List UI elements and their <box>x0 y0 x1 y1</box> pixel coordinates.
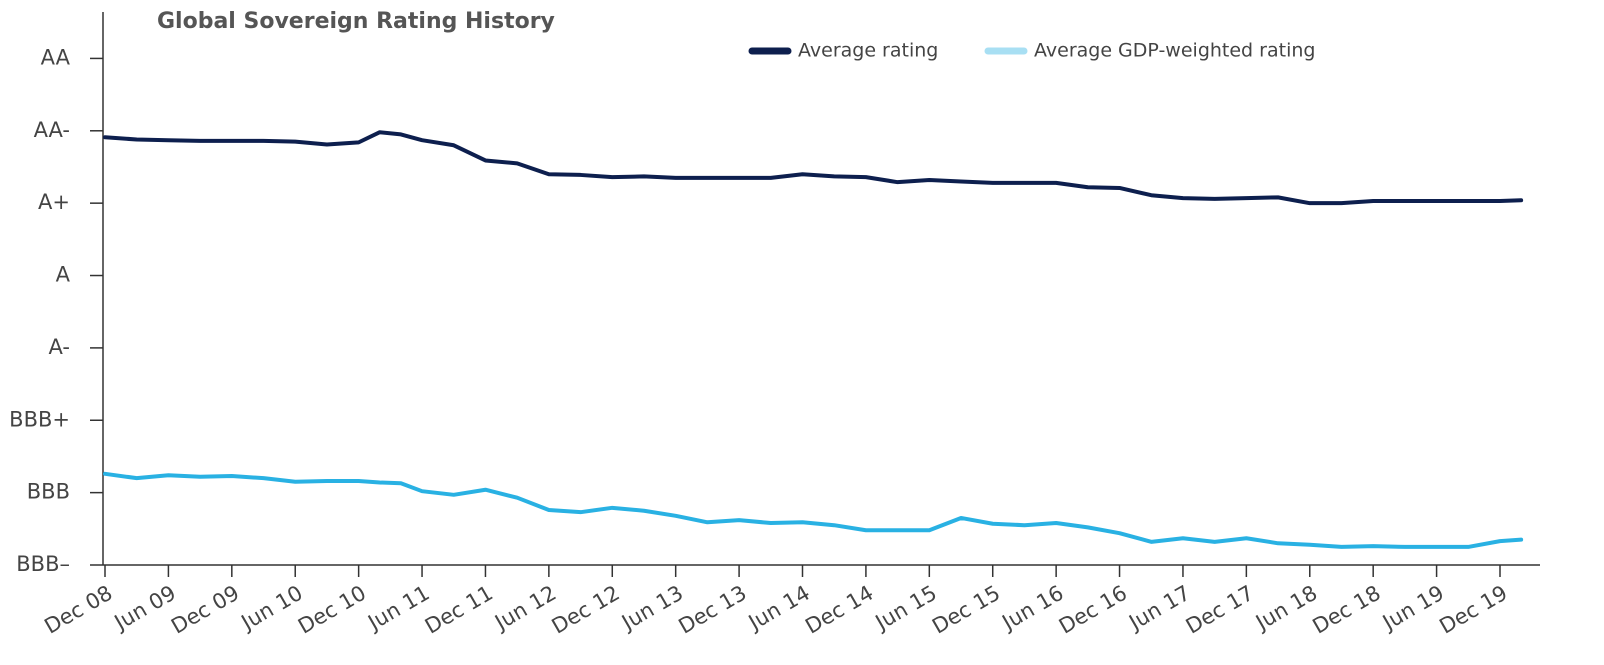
legend-label: Average GDP-weighted rating <box>1034 40 1315 62</box>
line-series <box>103 130 1524 206</box>
y-tick-label: A <box>56 263 71 287</box>
x-tick-label: Dec 13 <box>674 581 750 639</box>
x-tick-label: Dec 15 <box>928 581 1004 639</box>
x-tick-label: Jun 12 <box>489 581 560 636</box>
x-tick-label: Dec 12 <box>548 581 624 639</box>
x-tick-label: Jun 16 <box>997 581 1068 636</box>
x-tick-label: Jun 11 <box>362 581 433 636</box>
y-tick-label: BBB+ <box>9 407 70 431</box>
x-tick-label: Jun 10 <box>236 581 307 636</box>
y-tick-label: BBB– <box>16 552 70 576</box>
x-tick-label: Dec 19 <box>1435 581 1511 639</box>
x-tick-label: Dec 11 <box>421 581 497 639</box>
x-tick-label: Dec 10 <box>294 581 370 639</box>
y-tick-label: A- <box>49 335 70 359</box>
x-tick-label: Jun 13 <box>616 581 687 636</box>
x-tick-label: Dec 16 <box>1055 581 1131 639</box>
x-tick-label: Jun 15 <box>870 581 941 636</box>
x-tick-label: Dec 08 <box>40 581 116 639</box>
x-tick-label: Jun 17 <box>1123 581 1194 636</box>
x-tick-label: Dec 14 <box>801 581 877 639</box>
y-tick-label: A+ <box>38 190 70 214</box>
x-tick-label: Jun 19 <box>1377 581 1448 636</box>
line-series <box>103 471 1524 549</box>
y-tick-label: AA- <box>34 118 70 142</box>
y-tick-label: AA <box>41 45 71 69</box>
x-tick-label: Jun 18 <box>1250 581 1321 636</box>
x-tick-label: Dec 18 <box>1309 581 1385 639</box>
x-tick-label: Jun 09 <box>109 581 180 636</box>
x-tick-label: Dec 17 <box>1182 581 1258 639</box>
chart-title: Global Sovereign Rating History <box>157 9 555 34</box>
legend-label: Average rating <box>798 40 938 62</box>
y-tick-label: BBB <box>27 480 70 504</box>
x-tick-label: Jun 14 <box>743 581 814 636</box>
x-tick-label: Dec 09 <box>167 581 243 639</box>
